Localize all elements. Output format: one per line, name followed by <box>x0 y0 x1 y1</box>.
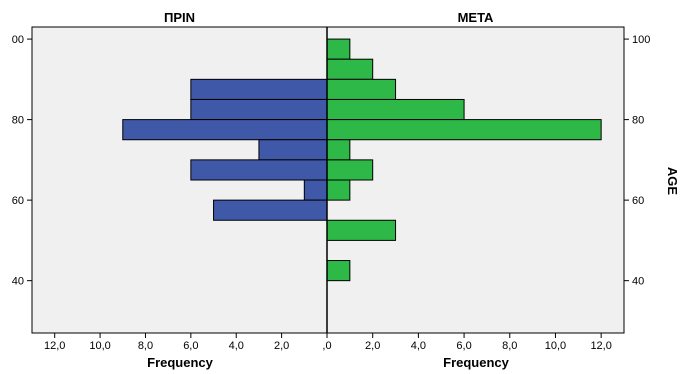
bar-right <box>326 38 351 60</box>
bar-right <box>326 58 374 80</box>
bar-right <box>326 119 602 141</box>
x-tick-label-right: 2,0 <box>365 340 380 352</box>
bar-left <box>122 119 328 141</box>
x-axis-title-right: Frequency <box>443 355 510 370</box>
x-tick-label-left: 12,0 <box>44 340 65 352</box>
bar-left <box>190 98 328 121</box>
x-tick-label-right: 10,0 <box>545 340 566 352</box>
panel-title-left: ΠΡΙΝ <box>164 10 195 25</box>
y-tick-label-right: 100 <box>632 34 650 46</box>
x-tick-label-right: 12,0 <box>590 340 611 352</box>
y-tick-label-left: 40 <box>12 276 24 288</box>
bar-right <box>326 219 397 241</box>
plot-frame <box>31 26 625 334</box>
bar-right <box>326 260 351 282</box>
y-tick-label-right: 60 <box>632 195 644 207</box>
x-tick-label-right: 4,0 <box>411 340 426 352</box>
x-tick-label-left: 2,0 <box>274 340 289 352</box>
x-tick-label-left: 6,0 <box>183 340 198 352</box>
bar-right <box>326 179 351 201</box>
x-tick-label-left: ,0 <box>322 340 331 352</box>
y-tick-label-left: 00 <box>12 34 24 46</box>
bar-right <box>326 159 374 181</box>
bar-right <box>326 98 465 121</box>
bar-left <box>190 159 328 181</box>
y-ticks-right: 40 60 80 100 <box>624 34 650 288</box>
panel-title-right: META <box>458 10 494 25</box>
x-tick-label-left: 4,0 <box>229 340 244 352</box>
x-ticks: 12,0 10,0 8,0 6,0 4,0 2,0 ,0 2,0 4,0 6,0 8,0 10,0 12… <box>44 333 612 352</box>
x-tick-label-right: 8,0 <box>502 340 517 352</box>
x-axis-title-left: Frequency <box>147 355 214 370</box>
bar-right <box>326 139 351 161</box>
x-tick-label-left: 8,0 <box>138 340 153 352</box>
bar-right <box>326 78 397 100</box>
y-tick-label-right: 40 <box>632 276 644 288</box>
x-tick-label-right: 6,0 <box>456 340 471 352</box>
y-ticks-left: 40 60 80 00 <box>12 34 32 288</box>
bar-left <box>213 199 328 221</box>
y-tick-label-left: 60 <box>12 195 24 207</box>
bar-left <box>303 179 328 201</box>
y-axis-title: AGE <box>665 167 680 196</box>
bar-left <box>258 139 328 161</box>
y-tick-label-left: 80 <box>12 115 24 127</box>
y-tick-label-right: 80 <box>632 115 644 127</box>
bar-left <box>190 78 328 100</box>
x-tick-label-left: 10,0 <box>89 340 110 352</box>
